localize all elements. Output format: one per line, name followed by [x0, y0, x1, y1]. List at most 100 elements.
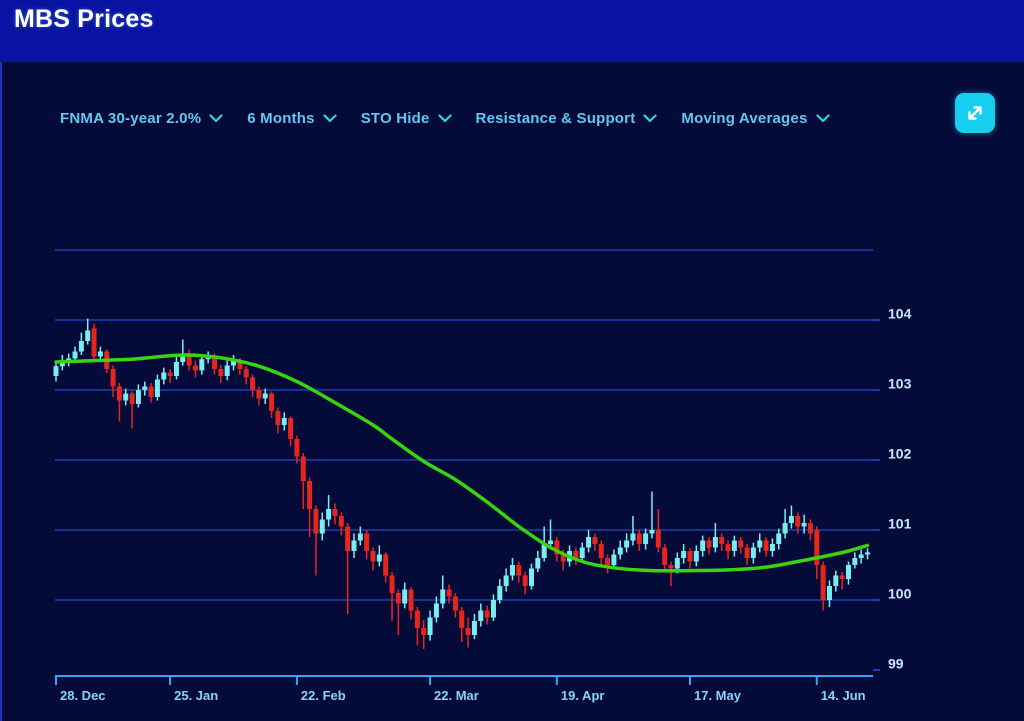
candle-down — [725, 544, 731, 551]
candle-up — [624, 540, 630, 548]
candle-down — [636, 533, 642, 544]
resistance-support-dropdown[interactable]: Resistance & Support — [476, 110, 658, 127]
instrument-dropdown-label: FNMA 30-year 2.0% — [60, 109, 202, 127]
candle-down — [192, 365, 198, 371]
candle-up — [865, 552, 871, 555]
candle-down — [839, 575, 845, 579]
candle-up — [801, 523, 807, 527]
expand-chart-button[interactable] — [955, 93, 995, 133]
y-tick-label: 102 — [888, 446, 912, 462]
candle-down — [554, 540, 560, 555]
chevron-down-icon — [323, 113, 337, 122]
candle-up — [782, 523, 788, 534]
sto-dropdown[interactable]: STO Hide — [361, 110, 452, 127]
candle-up — [231, 360, 237, 366]
candle-down — [212, 356, 217, 369]
candle-up — [750, 547, 756, 558]
candle-up — [757, 540, 763, 548]
candle-up — [402, 589, 408, 604]
page-header: MBS Prices — [0, 0, 1024, 62]
candle-down — [218, 369, 224, 376]
chevron-down-icon — [643, 113, 658, 122]
candle-up — [123, 393, 129, 401]
candle-down — [465, 628, 471, 635]
candle-up — [852, 558, 858, 565]
candle-up — [617, 547, 623, 555]
candle-down — [237, 360, 243, 369]
candle-up — [541, 544, 547, 558]
timeframe-dropdown[interactable]: 6 Months — [247, 110, 337, 127]
candle-up — [681, 551, 687, 558]
chevron-down-icon — [209, 113, 223, 122]
candle-down — [522, 575, 528, 586]
candle-down — [338, 516, 344, 527]
candle-up — [142, 386, 148, 390]
candle-up — [53, 366, 59, 376]
candle-down — [148, 386, 154, 397]
candle-up — [351, 540, 357, 551]
candle-down — [389, 575, 395, 593]
candle-up — [509, 565, 515, 576]
candle-down — [345, 526, 351, 551]
candle-down — [655, 530, 661, 548]
candle-down — [738, 540, 744, 548]
candle-down — [446, 589, 452, 597]
candle-down — [592, 537, 598, 544]
expand-icon — [968, 106, 982, 120]
moving-average-line — [54, 353, 870, 573]
candle-up — [788, 516, 794, 523]
x-axis: 28. Dec 25. Jan 22. Feb 22. Mar 19. Apr 17. M… — [55, 675, 873, 703]
candle-down — [719, 537, 725, 544]
candle-up — [833, 575, 839, 586]
candle-up — [731, 540, 737, 551]
candle-down — [605, 558, 611, 565]
x-tick-label: 28. Dec — [60, 688, 106, 703]
candle-down — [313, 509, 319, 534]
resistance-support-dropdown-label: Resistance & Support — [475, 109, 636, 127]
candle-down — [275, 411, 281, 425]
x-tick-label: 17. May — [694, 688, 742, 703]
y-tick-label: 99 — [888, 656, 904, 672]
candle-up — [611, 554, 617, 565]
candle-down — [452, 596, 458, 611]
candle-up — [579, 547, 585, 558]
candle-down — [269, 393, 275, 411]
window-left-edge — [0, 62, 2, 721]
candle-down — [414, 610, 420, 628]
candle-up — [776, 533, 782, 544]
candle-up — [503, 575, 509, 586]
candle-down — [687, 551, 693, 562]
candle-up — [326, 509, 332, 520]
candle-up — [427, 617, 433, 635]
candle-down — [408, 589, 414, 611]
moving-averages-dropdown[interactable]: Moving Averages — [681, 109, 830, 127]
candle-down — [421, 628, 427, 635]
x-tick-label: 25. Jan — [174, 688, 218, 703]
candle-down — [484, 610, 490, 618]
page-title: MBS Prices — [14, 5, 154, 33]
price-chart-canvas: 28. Dec 25. Jan 22. Feb 22. Mar 19. Apr 17. M… — [53, 249, 912, 703]
chevron-down-icon — [815, 113, 830, 122]
candle-down — [300, 456, 306, 481]
candle-down — [459, 610, 465, 628]
candle-down — [807, 523, 813, 534]
x-tick-label: 14. Jun — [821, 688, 866, 703]
candle-down — [706, 540, 712, 548]
y-tick-label: 103 — [888, 376, 912, 392]
candle-up — [712, 537, 718, 548]
candle-down — [129, 393, 135, 404]
x-tick-label: 22. Mar — [434, 688, 479, 703]
candle-up — [224, 365, 230, 376]
candle-up — [674, 558, 680, 569]
candle-up — [262, 393, 268, 399]
candle-up — [433, 603, 439, 618]
candle-up — [826, 586, 832, 600]
candle-up — [199, 359, 205, 371]
x-tick-label: 22. Feb — [301, 688, 346, 703]
candle-up — [78, 341, 84, 352]
instrument-dropdown[interactable]: FNMA 30-year 2.0% — [60, 110, 223, 127]
candle-up — [535, 558, 541, 569]
candle-up — [846, 565, 851, 579]
candle-down — [763, 540, 769, 551]
moving-averages-dropdown-label: Moving Averages — [681, 109, 808, 127]
